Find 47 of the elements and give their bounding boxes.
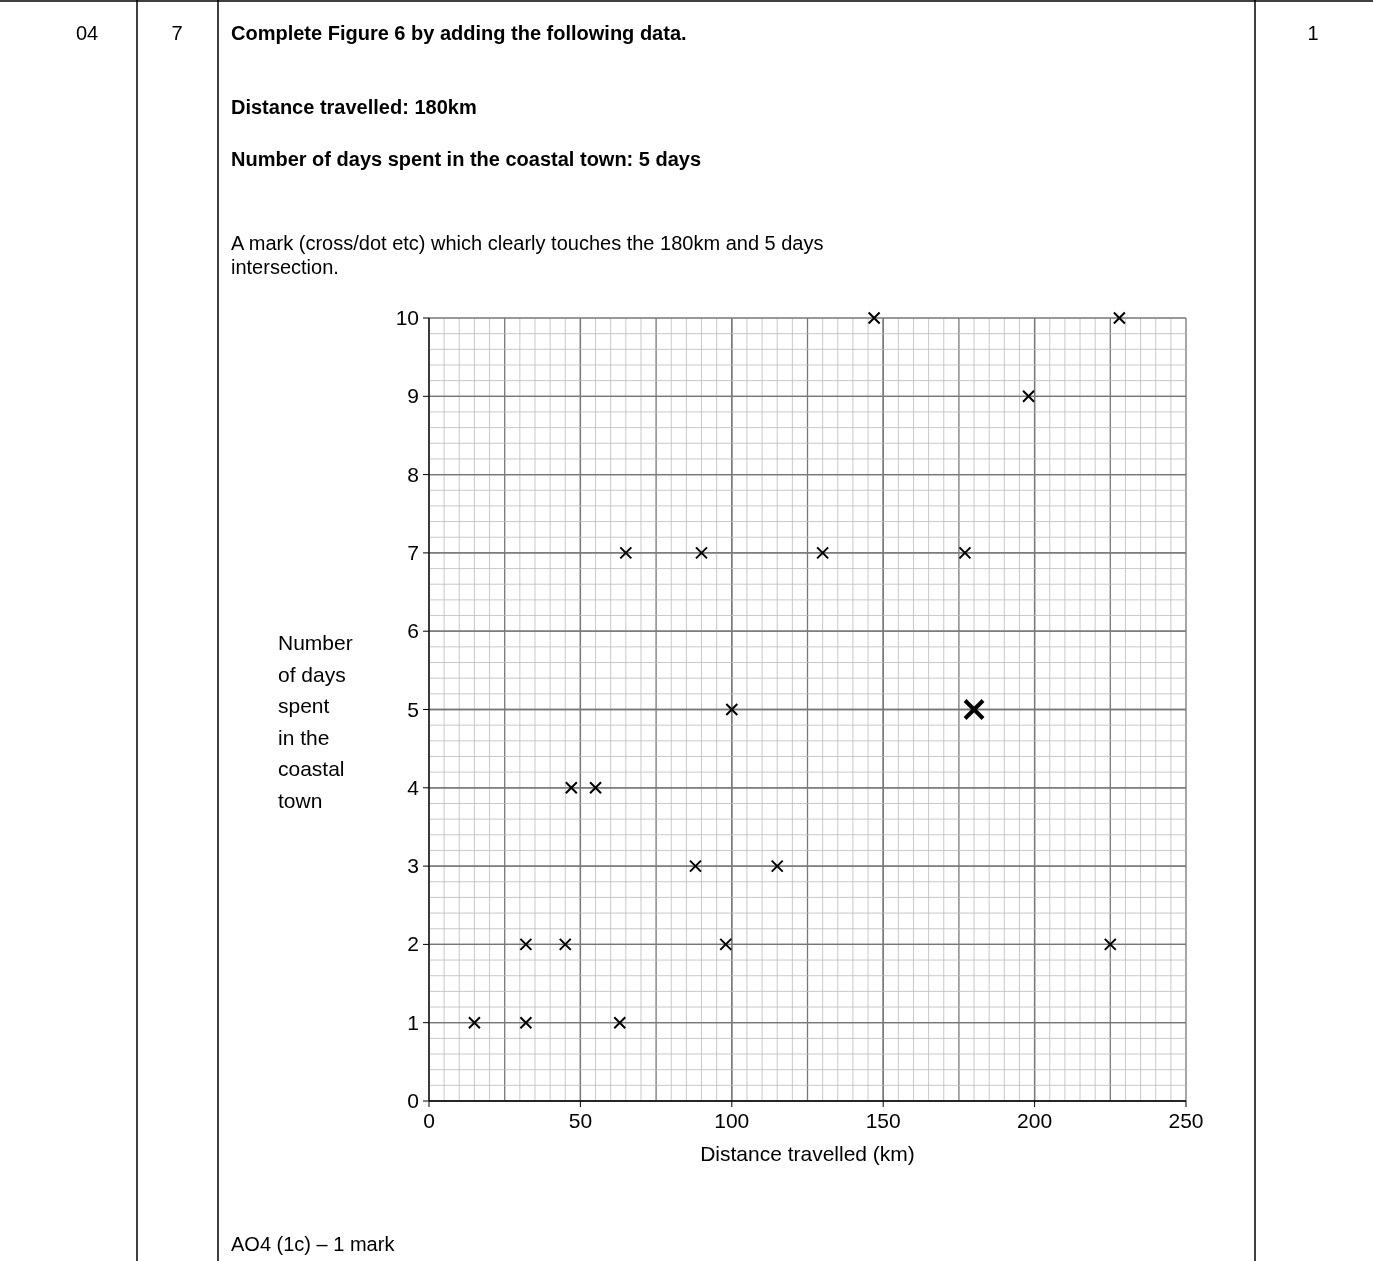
y-tick-label: 3 [407,854,419,878]
point [1103,937,1117,951]
point [695,546,709,560]
point [519,937,533,951]
y-tick-label: 7 [407,540,419,564]
point [619,546,633,560]
y-tick-label: 10 [395,306,419,329]
text: 1 [1307,22,1319,44]
chart-title: Complete Figure 6 by adding the following data. [231,22,687,44]
y-tick-label: 9 [407,384,419,408]
y-tick-label: 2 [407,932,419,956]
y-tick-label: 0 [407,1089,419,1112]
y-tick-label: 8 [407,462,419,486]
point [867,311,881,325]
point [1022,389,1036,403]
point [770,859,784,873]
y-tick-label: 6 [407,619,419,643]
point [613,1016,627,1030]
y-tick-label: 4 [407,775,420,799]
point [958,546,972,560]
text: A mark (cross/dot etc) which clearly touches the 180km and 5 days intersection. [231,232,824,278]
x-tick-label: 250 [1168,1109,1204,1132]
point [558,937,572,951]
point [688,859,702,873]
point [725,703,739,716]
y-axis-title: Number of days spent in the coastal town [278,631,353,812]
x-axis-title: Distance travelled (km) [700,1142,915,1165]
point [519,1016,533,1030]
chart-subtitle: Distance travelled: 180km [231,96,477,118]
y-tick-label: 1 [407,1010,419,1034]
text: 04 [75,22,99,44]
point [963,698,986,721]
point [467,1016,481,1030]
y-tick-label: 5 [407,697,419,721]
point [564,781,578,795]
x-tick-label: 100 [714,1109,750,1132]
text: AO4 (1c) – 1 mark [231,1233,396,1255]
x-tick-label: 0 [423,1109,435,1132]
text: Number of days spent in the coastal town: 5 days [231,148,702,170]
x-tick-label: 50 [568,1109,593,1132]
point [589,781,603,795]
point [1112,311,1126,325]
x-tick-label: 200 [1017,1109,1053,1132]
point [719,937,733,951]
x-tick-label: 150 [865,1109,901,1132]
text: 7 [171,22,183,44]
point [816,546,830,560]
